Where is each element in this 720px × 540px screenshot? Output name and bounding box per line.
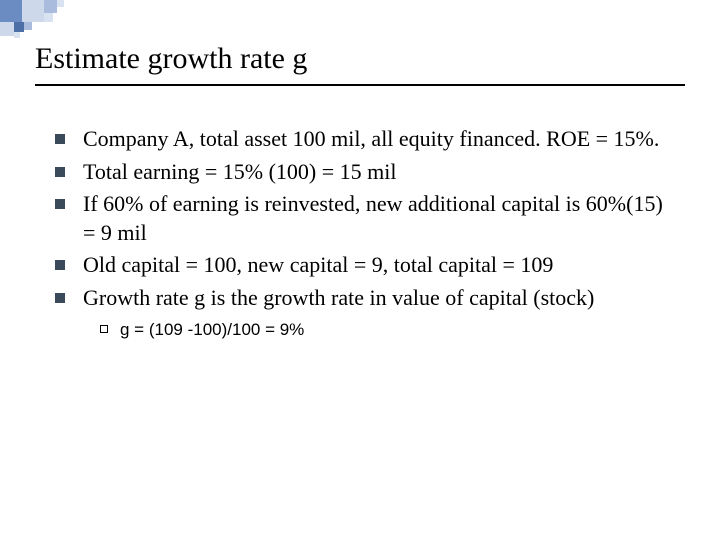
sub-bullet-item: g = (109 -100)/100 = 9% <box>100 319 680 341</box>
bullet-text: Old capital = 100, new capital = 9, tota… <box>83 251 553 280</box>
bullet-marker-icon <box>55 293 65 303</box>
bullet-item: Total earning = 15% (100) = 15 mil <box>55 158 680 187</box>
decoration-square <box>22 0 44 22</box>
bullet-item: Company A, total asset 100 mil, all equi… <box>55 125 680 154</box>
slide-content: Company A, total asset 100 mil, all equi… <box>55 125 680 341</box>
decoration-square <box>44 13 53 22</box>
decoration-square <box>44 0 57 13</box>
decoration-square <box>14 22 24 32</box>
bullet-text: Growth rate g is the growth rate in valu… <box>83 284 594 313</box>
decoration-square <box>0 22 14 36</box>
decoration-square <box>57 0 64 7</box>
bullet-item: Growth rate g is the growth rate in valu… <box>55 284 680 313</box>
sub-bullet-marker-icon <box>100 325 108 333</box>
bullet-text: If 60% of earning is reinvested, new add… <box>83 190 680 247</box>
sub-bullet-text: g = (109 -100)/100 = 9% <box>120 319 304 341</box>
decoration-square <box>0 0 22 22</box>
slide-title: Estimate growth rate g <box>35 42 685 84</box>
bullet-text: Company A, total asset 100 mil, all equi… <box>83 125 659 154</box>
bullet-marker-icon <box>55 134 65 144</box>
bullet-item: If 60% of earning is reinvested, new add… <box>55 190 680 247</box>
bullet-marker-icon <box>55 260 65 270</box>
bullet-marker-icon <box>55 199 65 209</box>
bullet-marker-icon <box>55 167 65 177</box>
bullet-item: Old capital = 100, new capital = 9, tota… <box>55 251 680 280</box>
bullet-text: Total earning = 15% (100) = 15 mil <box>83 158 397 187</box>
title-area: Estimate growth rate g <box>35 42 685 86</box>
slide-corner-decoration <box>0 0 120 40</box>
title-underline <box>35 84 685 86</box>
decoration-square <box>24 22 32 30</box>
decoration-square <box>14 32 20 38</box>
